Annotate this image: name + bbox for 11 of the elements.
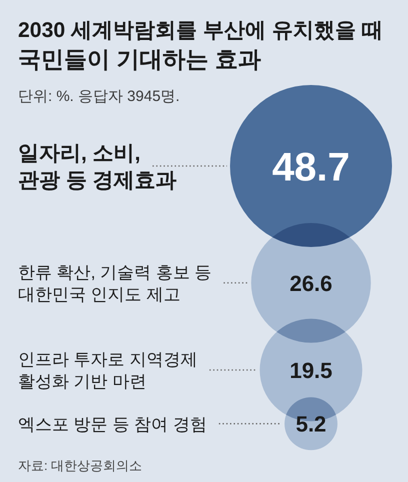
text: 단위: %. 응답자 3945명. [18, 88, 180, 105]
category-label: 일자리, 소비, 관광 등 경제효과 [18, 142, 177, 192]
category-label: 인프라 투자로 지역경제 활성화 기반 마련 [18, 350, 198, 392]
data-label: 26.6 [290, 270, 332, 296]
text: 자료: 대한상공회의소 [18, 458, 142, 473]
data-label: 19.5 [290, 358, 332, 383]
category-label: 엑스포 방문 등 참여 경험 [18, 414, 207, 434]
data-label: 48.7 [272, 145, 350, 190]
category-label: 한류 확산, 기술력 홍보 등 대한민국 인지도 제고 [18, 262, 212, 304]
text: 2030 세계박람회를 부산에 유치했을 때 국민들이 기대하는 효과 [18, 18, 383, 72]
data-label: 5.2 [296, 412, 326, 437]
